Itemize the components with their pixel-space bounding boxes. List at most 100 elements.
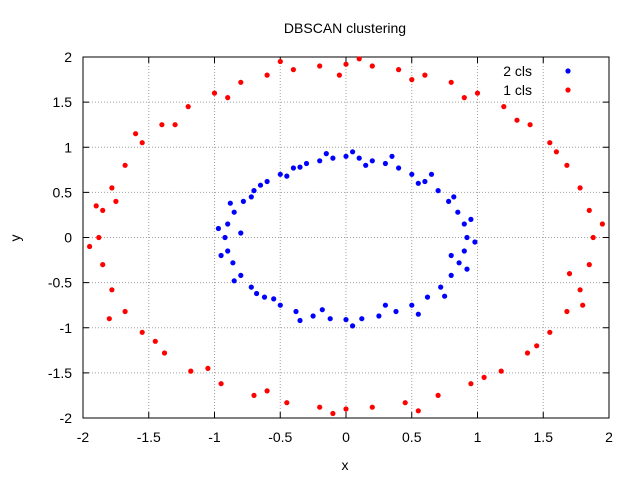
point-series-1	[343, 61, 349, 67]
point-series-0	[424, 294, 431, 300]
point-series-1	[122, 162, 128, 168]
point-series-1	[577, 287, 583, 293]
point-series-0	[409, 302, 415, 308]
point-series-0	[231, 278, 237, 284]
data-points	[87, 56, 606, 417]
point-series-0	[363, 162, 369, 168]
point-series-1	[599, 221, 606, 227]
point-series-0	[317, 158, 323, 164]
point-series-1	[468, 381, 474, 387]
point-series-1	[284, 400, 290, 406]
point-series-0	[409, 171, 415, 177]
point-series-0	[435, 188, 441, 194]
point-series-0	[393, 308, 399, 315]
point-series-1	[448, 79, 454, 85]
point-series-0	[350, 149, 356, 155]
axis-ticks: -2 -1.5 -1 -0.5 0 0.5 1 1.5 2 -2 -1.5 -1 -0.5 0 0.5 1 1.…	[48, 49, 613, 445]
x-tick-label: 1	[474, 429, 482, 445]
point-series-1	[553, 149, 560, 155]
grid	[83, 57, 609, 418]
point-series-1	[501, 104, 507, 110]
legend: 2 cls 1 cls	[503, 63, 571, 98]
point-series-1	[330, 410, 336, 417]
x-tick-label: -1	[208, 429, 221, 445]
point-series-0	[327, 316, 333, 322]
point-series-1	[172, 122, 178, 128]
point-series-1	[152, 338, 158, 344]
point-series-1	[277, 58, 283, 65]
point-series-0	[468, 216, 474, 222]
point-series-0	[446, 198, 452, 204]
point-series-1	[564, 162, 570, 168]
y-tick-label: -1	[60, 320, 73, 336]
point-series-1	[396, 67, 402, 73]
point-series-0	[461, 248, 467, 254]
point-series-1	[481, 374, 487, 380]
point-series-1	[461, 95, 467, 101]
point-series-0	[369, 158, 375, 164]
point-series-0	[225, 221, 231, 227]
point-series-0	[297, 317, 303, 324]
point-series-0	[456, 260, 462, 266]
legend-marker-series-0	[565, 68, 571, 74]
point-series-1	[106, 316, 112, 322]
point-series-1	[238, 79, 244, 85]
point-series-1	[402, 400, 408, 406]
point-series-1	[139, 140, 145, 146]
point-series-0	[297, 164, 303, 170]
point-series-0	[350, 323, 356, 329]
point-series-1	[109, 185, 115, 191]
point-series-0	[438, 284, 444, 290]
point-series-1	[547, 140, 553, 146]
point-series-1	[185, 104, 191, 110]
point-series-1	[264, 388, 270, 394]
point-series-0	[343, 153, 349, 159]
point-series-0	[448, 252, 454, 259]
point-series-1	[264, 72, 270, 78]
x-tick-label: 0	[342, 429, 350, 445]
point-series-1	[109, 287, 115, 293]
point-series-0	[254, 290, 260, 297]
point-series-1	[369, 404, 375, 410]
point-series-1	[343, 406, 349, 412]
point-series-1	[580, 302, 586, 308]
point-series-0	[382, 302, 388, 308]
point-series-1	[100, 262, 106, 268]
point-series-0	[303, 160, 310, 167]
point-series-0	[428, 171, 435, 177]
point-series-0	[451, 194, 457, 200]
point-series-0	[261, 294, 268, 300]
legend-label-1-cls: 1 cls	[503, 82, 532, 98]
y-tick-label: 0	[64, 230, 72, 246]
point-series-0	[222, 234, 228, 241]
point-series-1	[225, 95, 231, 101]
point-series-0	[290, 165, 296, 171]
point-series-0	[464, 266, 470, 272]
point-series-0	[330, 155, 336, 161]
point-series-1	[564, 308, 570, 315]
point-series-1	[133, 131, 139, 137]
point-series-0	[240, 198, 246, 204]
point-series-0	[227, 200, 233, 206]
point-series-1	[524, 350, 531, 356]
y-tick-label: -0.5	[48, 275, 72, 291]
x-tick-label: 1.5	[534, 429, 554, 445]
point-series-0	[415, 180, 421, 186]
point-series-0	[448, 272, 454, 278]
point-series-0	[464, 234, 470, 241]
point-series-1	[251, 392, 257, 398]
point-series-0	[277, 302, 283, 308]
point-series-1	[415, 408, 421, 414]
point-series-0	[356, 155, 362, 161]
point-series-0	[257, 182, 264, 188]
x-tick-label: 0.5	[402, 429, 422, 445]
point-series-0	[376, 313, 382, 319]
point-series-0	[415, 311, 421, 317]
point-series-0	[396, 165, 402, 171]
point-series-0	[284, 173, 290, 179]
point-series-1	[547, 329, 553, 335]
point-series-0	[271, 296, 277, 302]
point-series-0	[422, 178, 428, 185]
point-series-0	[442, 293, 448, 299]
point-series-1	[356, 56, 362, 62]
